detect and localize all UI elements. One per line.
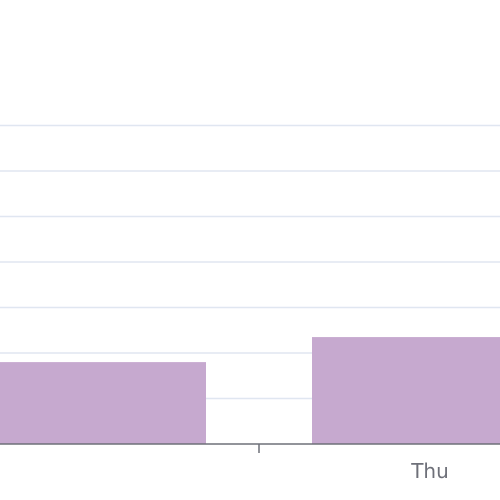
x-tick-labels: Thu [410, 459, 449, 483]
bars [0, 337, 500, 444]
grid-lines [0, 124, 500, 400]
bar [0, 362, 206, 444]
x-tick-label: Thu [410, 459, 449, 483]
x-axis [0, 443, 500, 453]
bar [312, 337, 500, 444]
